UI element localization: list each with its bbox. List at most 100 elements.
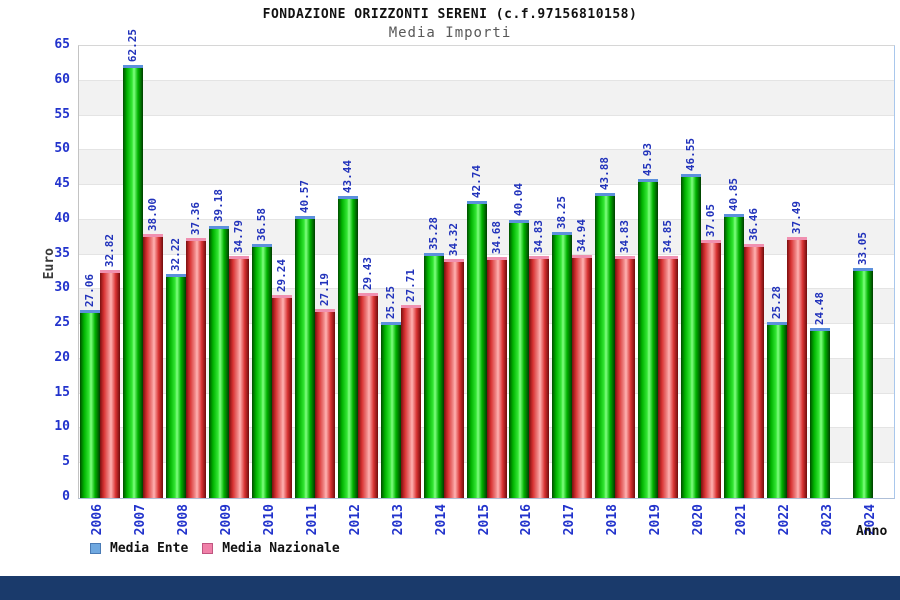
- chart-legend: Media Ente Media Nazionale: [90, 541, 340, 556]
- bar-media-ente-2015: [466, 200, 487, 498]
- x-label-2008: 2008: [176, 504, 192, 536]
- bar-media-ente-2006: [80, 309, 101, 498]
- gridline: [79, 184, 894, 186]
- bar-media-ente-2022: [766, 322, 787, 498]
- value-label: 46.55: [683, 138, 697, 172]
- bar-media-ente-2024: [852, 268, 873, 498]
- x-axis-label: Anno: [856, 524, 888, 539]
- bar-media-ente-2013: [380, 322, 401, 498]
- x-label-2009: 2009: [219, 504, 235, 536]
- value-label: 34.83: [618, 219, 632, 253]
- x-label-2020: 2020: [690, 504, 706, 536]
- value-label: 37.05: [703, 204, 717, 238]
- gridline: [79, 114, 894, 116]
- y-tick-0: 0: [62, 489, 70, 504]
- y-tick-15: 15: [54, 384, 70, 400]
- bar-media-nazionale-2013: [400, 305, 421, 498]
- value-label: 25.28: [769, 286, 783, 320]
- footer-bar: [0, 576, 900, 600]
- chart-plot-area: 27.06 32.82 62.25 38.00 32.22 37.36 39.18 34.79…: [78, 29, 895, 499]
- value-label: 39.18: [212, 189, 226, 223]
- bar-media-ente-2023: [809, 327, 830, 498]
- bar-media-nazionale-2012: [357, 293, 378, 498]
- x-label-2021: 2021: [733, 504, 749, 536]
- value-label: 29.24: [275, 258, 289, 292]
- value-label: 43.88: [598, 156, 612, 190]
- y-tick-30: 30: [54, 280, 70, 296]
- page-subtitle: Media Importi: [388, 25, 512, 41]
- bar-media-ente-2012: [337, 195, 358, 498]
- legend-swatch-icon: [90, 543, 101, 554]
- x-label-2012: 2012: [347, 504, 363, 536]
- legend-label: Media Ente: [110, 541, 189, 556]
- bar-media-nazionale-2015: [486, 256, 507, 498]
- bar-media-nazionale-2008: [186, 238, 207, 498]
- bar-media-ente-2021: [723, 213, 744, 498]
- value-label: 27.06: [83, 273, 97, 307]
- bar-media-nazionale-2022: [786, 237, 807, 498]
- bar-media-nazionale-2016: [529, 255, 550, 498]
- y-tick-65: 65: [54, 37, 70, 52]
- x-label-2022: 2022: [776, 504, 792, 536]
- bar-media-ente-2010: [252, 243, 273, 498]
- x-label-2011: 2011: [304, 504, 320, 536]
- value-label: 27.19: [317, 272, 331, 306]
- x-label-2006: 2006: [90, 504, 106, 536]
- value-label: 35.28: [426, 216, 440, 250]
- value-label: 24.48: [812, 291, 826, 325]
- bar-media-ente-2014: [423, 252, 444, 498]
- value-label: 32.82: [103, 233, 117, 267]
- x-label-2007: 2007: [133, 504, 149, 536]
- legend-label: Media Nazionale: [222, 541, 340, 556]
- y-tick-5: 5: [62, 454, 70, 470]
- value-label: 29.43: [360, 257, 374, 291]
- value-label: 34.83: [532, 219, 546, 253]
- value-label: 34.79: [232, 219, 246, 254]
- gridline: [79, 253, 894, 255]
- bar-media-ente-2016: [509, 219, 530, 498]
- x-label-2023: 2023: [819, 504, 835, 536]
- value-label: 42.74: [469, 164, 483, 198]
- bar-media-nazionale-2017: [572, 255, 593, 498]
- y-tick-25: 25: [54, 315, 70, 331]
- x-label-2017: 2017: [562, 504, 578, 536]
- value-label: 38.00: [146, 197, 160, 231]
- value-label: 25.25: [383, 286, 397, 320]
- bar-media-ente-2020: [680, 174, 701, 498]
- value-label: 45.93: [641, 142, 655, 176]
- x-label-2018: 2018: [605, 504, 621, 536]
- grid-band: [79, 150, 894, 186]
- bar-media-ente-2019: [638, 178, 659, 498]
- bar-media-nazionale-2019: [658, 255, 679, 498]
- value-label: 38.25: [555, 195, 569, 230]
- value-label: 62.25: [126, 29, 140, 63]
- grid-band: [79, 80, 894, 116]
- value-label: 37.36: [189, 202, 203, 236]
- value-label: 33.05: [855, 232, 869, 266]
- x-label-2019: 2019: [648, 504, 664, 536]
- bar-media-nazionale-2018: [615, 255, 636, 498]
- value-label: 37.49: [789, 201, 803, 235]
- gridline: [79, 79, 894, 81]
- legend-item-media-ente: Media Ente: [90, 541, 188, 556]
- page-title: FONDAZIONE ORIZZONTI SERENI (c.f.9715681…: [262, 7, 638, 22]
- y-tick-50: 50: [54, 141, 70, 157]
- x-label-2014: 2014: [433, 504, 449, 536]
- value-label: 34.68: [489, 220, 503, 254]
- bar-media-nazionale-2007: [143, 233, 164, 498]
- bar-media-nazionale-2006: [100, 269, 121, 498]
- x-label-2015: 2015: [476, 504, 492, 536]
- bar-media-ente-2018: [595, 192, 616, 498]
- y-tick-40: 40: [54, 210, 70, 226]
- value-label: 40.57: [297, 179, 311, 213]
- x-label-2010: 2010: [262, 504, 278, 536]
- gridline: [79, 149, 894, 151]
- value-label: 32.22: [169, 237, 183, 271]
- bar-media-nazionale-2009: [229, 256, 250, 498]
- legend-swatch-icon: [202, 543, 214, 554]
- value-label: 40.04: [512, 183, 526, 217]
- value-label: 34.85: [661, 219, 675, 253]
- bar-media-ente-2011: [294, 215, 315, 498]
- bar-media-ente-2009: [209, 225, 230, 498]
